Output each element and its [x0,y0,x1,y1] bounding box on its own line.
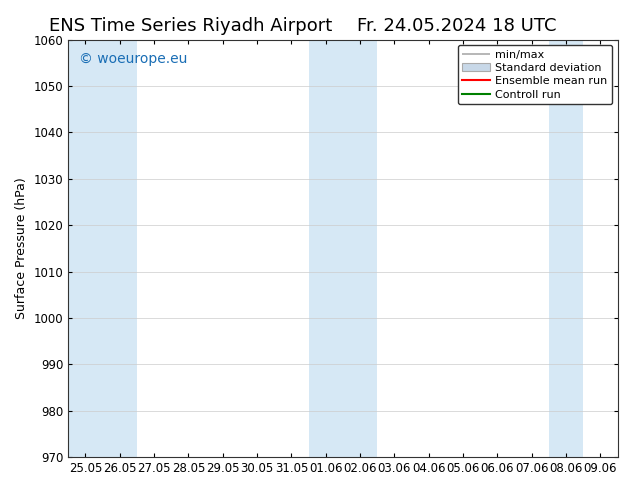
Legend: min/max, Standard deviation, Ensemble mean run, Controll run: min/max, Standard deviation, Ensemble me… [458,45,612,104]
Bar [309,40,377,457]
Text: ENS Time Series Riyadh Airport: ENS Time Series Riyadh Airport [49,17,332,35]
Text: Fr. 24.05.2024 18 UTC: Fr. 24.05.2024 18 UTC [357,17,556,35]
Bar [68,40,103,457]
Bar [103,40,137,457]
Y-axis label: Surface Pressure (hPa): Surface Pressure (hPa) [15,177,28,319]
Text: © woeurope.eu: © woeurope.eu [79,52,188,66]
Bar [549,40,583,457]
